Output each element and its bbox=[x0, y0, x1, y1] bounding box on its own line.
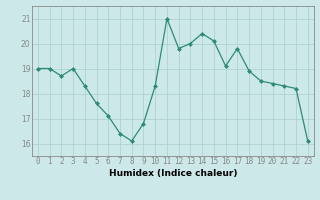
X-axis label: Humidex (Indice chaleur): Humidex (Indice chaleur) bbox=[108, 169, 237, 178]
